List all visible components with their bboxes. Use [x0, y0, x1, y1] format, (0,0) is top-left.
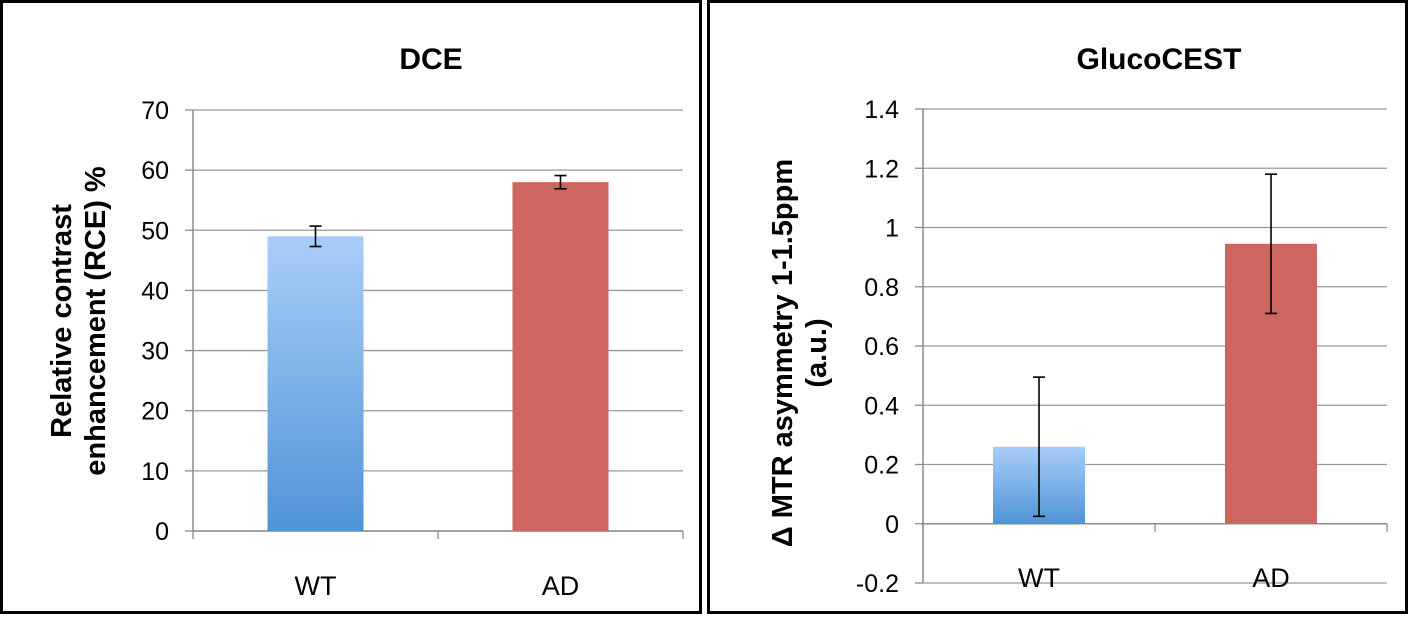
y-tick-label: 70: [141, 97, 169, 125]
y-tick-label: 0: [885, 511, 899, 539]
y-tick-label: 0.4: [864, 392, 899, 420]
y-tick-label: 60: [141, 157, 169, 185]
y-tick-label: -0.2: [856, 570, 899, 598]
y-tick-label: 1: [885, 215, 899, 243]
y-axis-label-line-1: Δ MTR asymmetry 1-1.5ppm: [767, 159, 799, 547]
y-tick-label: 1.2: [864, 155, 899, 183]
y-tick-label: 30: [141, 338, 169, 366]
y-tick-label: 0.8: [864, 274, 899, 302]
y-tick-label: 40: [141, 277, 169, 305]
y-tick-label: 10: [141, 458, 169, 486]
y-tick-label: 0.2: [864, 452, 899, 480]
y-axis-label-line-1: Relative contrast: [46, 204, 78, 438]
y-axis-label-line-2: (a.u.): [801, 318, 833, 387]
dce-chart-panel: DCE Relative contrast enhancement (RCE) …: [0, 0, 702, 614]
chart-title: DCE: [399, 43, 462, 76]
y-tick-label: 1.4: [864, 96, 899, 124]
bar-ad: [512, 182, 609, 531]
y-tick-label: 0.6: [864, 333, 899, 361]
y-tick-label: 50: [141, 217, 169, 245]
x-category-label: AD: [542, 571, 580, 601]
glucocest-chart-panel: GlucoCEST Δ MTR asymmetry 1-1.5ppm (a.u.…: [707, 0, 1408, 614]
y-tick-label: 0: [155, 518, 169, 546]
y-tick-label: 20: [141, 398, 169, 426]
chart-title: GlucoCEST: [1076, 43, 1241, 76]
y-axis-label-line-2: enhancement (RCE) %: [80, 166, 112, 476]
x-category-label: WT: [1018, 563, 1060, 593]
x-category-label: AD: [1252, 563, 1290, 593]
bar-wt: [267, 236, 364, 532]
x-category-label: WT: [295, 571, 337, 601]
glucocest-chart: GlucoCEST Δ MTR asymmetry 1-1.5ppm (a.u.…: [767, 43, 1388, 598]
dce-chart: DCE Relative contrast enhancement (RCE) …: [46, 43, 684, 601]
